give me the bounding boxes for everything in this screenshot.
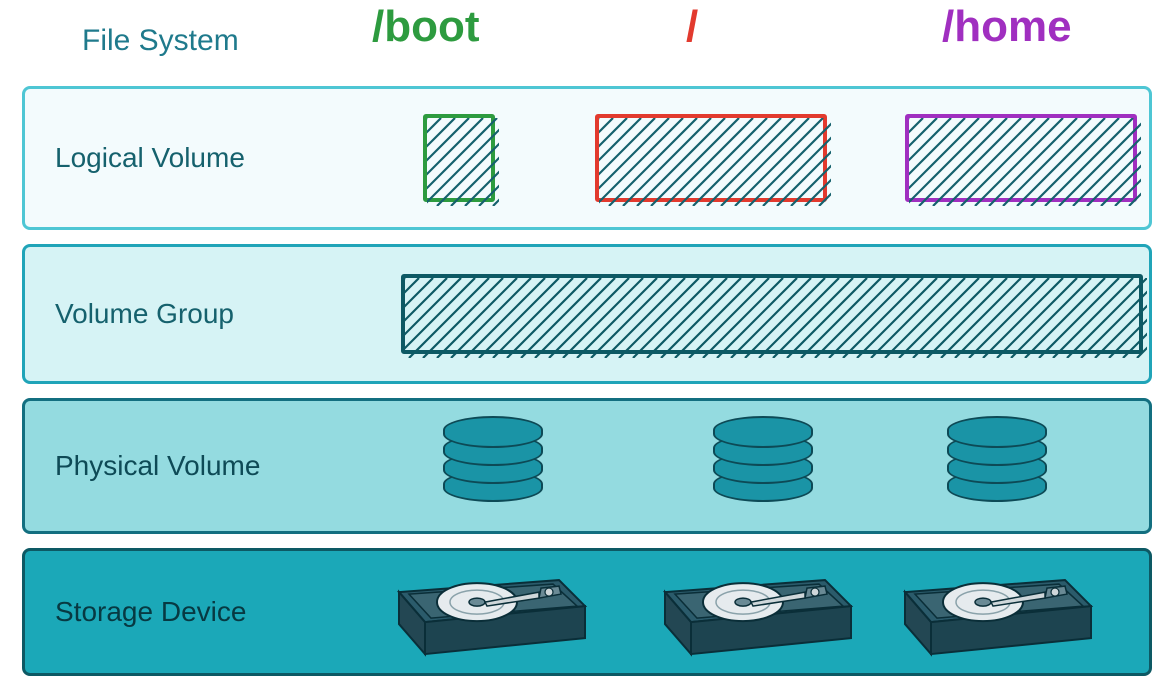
physical-volume-label: Physical Volume xyxy=(55,450,260,482)
row-physical-volume: Physical Volume xyxy=(22,398,1152,534)
mount-root: / xyxy=(686,2,698,52)
storage-device-icon xyxy=(655,562,855,666)
lv-root xyxy=(595,114,827,202)
volume-group-box-hatch-icon xyxy=(405,278,1147,358)
row-storage-device: Storage Device xyxy=(22,548,1152,676)
lvm-diagram: File System /boot / /home Logical Volume… xyxy=(0,0,1174,691)
lv-root-hatch-icon xyxy=(599,118,831,206)
mount-boot: /boot xyxy=(372,2,480,52)
row-file-system: File System /boot / /home xyxy=(22,6,1152,76)
row-logical-volume: Logical Volume xyxy=(22,86,1152,230)
lv-boot-hatch-icon xyxy=(427,118,499,206)
file-system-label: File System xyxy=(82,24,239,58)
storage-device-label: Storage Device xyxy=(55,596,246,628)
logical-volume-label: Logical Volume xyxy=(55,142,245,174)
lv-home-hatch-icon xyxy=(909,118,1141,206)
storage-device-icon xyxy=(389,562,589,666)
physical-volume-icon xyxy=(443,416,543,516)
lv-boot xyxy=(423,114,495,202)
volume-group-box xyxy=(401,274,1143,354)
physical-volume-icon xyxy=(947,416,1047,516)
mount-home: /home xyxy=(942,2,1072,52)
physical-volume-icon xyxy=(713,416,813,516)
storage-device-icon xyxy=(895,562,1095,666)
lv-home xyxy=(905,114,1137,202)
volume-group-label: Volume Group xyxy=(55,298,234,330)
row-volume-group: Volume Group xyxy=(22,244,1152,384)
